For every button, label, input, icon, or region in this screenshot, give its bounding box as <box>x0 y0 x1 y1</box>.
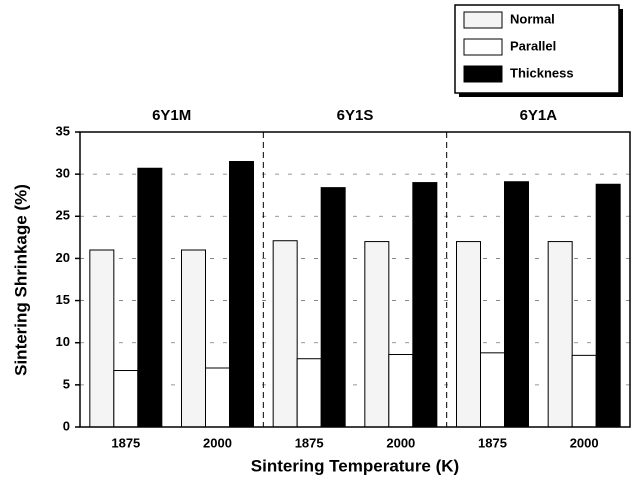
y-tick-label: 25 <box>56 208 70 223</box>
y-tick-label: 15 <box>56 292 70 307</box>
legend-swatch <box>463 11 503 29</box>
y-tick-label: 35 <box>56 123 70 138</box>
x-tick-label: 2000 <box>203 435 232 450</box>
bar <box>296 358 322 428</box>
bar <box>595 183 621 428</box>
bar <box>137 167 163 428</box>
x-tick-label: 1875 <box>111 435 140 450</box>
x-tick-label: 2000 <box>386 435 415 450</box>
x-tick-label: 2000 <box>570 435 599 450</box>
legend-swatch <box>463 65 503 83</box>
x-axis-label: Sintering Temperature (K) <box>251 456 459 475</box>
y-axis-label: Sintering Shrinkage (%) <box>11 184 30 376</box>
legend-label: Normal <box>510 11 555 26</box>
x-tick-label: 1875 <box>295 435 324 450</box>
bar <box>89 249 115 428</box>
group-label: 6Y1A <box>520 107 558 124</box>
bar <box>480 352 505 428</box>
bar <box>229 161 254 428</box>
bar <box>412 182 438 428</box>
bar <box>320 187 346 428</box>
y-tick-label: 20 <box>56 250 70 265</box>
bar <box>272 240 298 428</box>
y-tick-label: 5 <box>63 376 70 391</box>
y-tick-label: 0 <box>63 418 70 433</box>
bar <box>571 354 597 428</box>
x-tick-label: 1875 <box>478 435 507 450</box>
bar <box>205 367 230 428</box>
group-label: 6Y1M <box>152 107 191 124</box>
bar <box>364 241 390 428</box>
bar <box>547 241 573 428</box>
legend-label: Parallel <box>510 38 556 53</box>
group-label: 6Y1S <box>337 107 374 124</box>
bar <box>181 249 206 428</box>
y-tick-label: 30 <box>56 166 70 181</box>
bar <box>388 354 414 428</box>
y-tick-label: 10 <box>56 334 70 349</box>
legend-label: Thickness <box>510 65 574 80</box>
bar <box>456 241 481 428</box>
bar <box>113 370 139 428</box>
legend-swatch <box>463 38 503 56</box>
bar <box>504 181 529 428</box>
plot-frame <box>79 131 631 428</box>
